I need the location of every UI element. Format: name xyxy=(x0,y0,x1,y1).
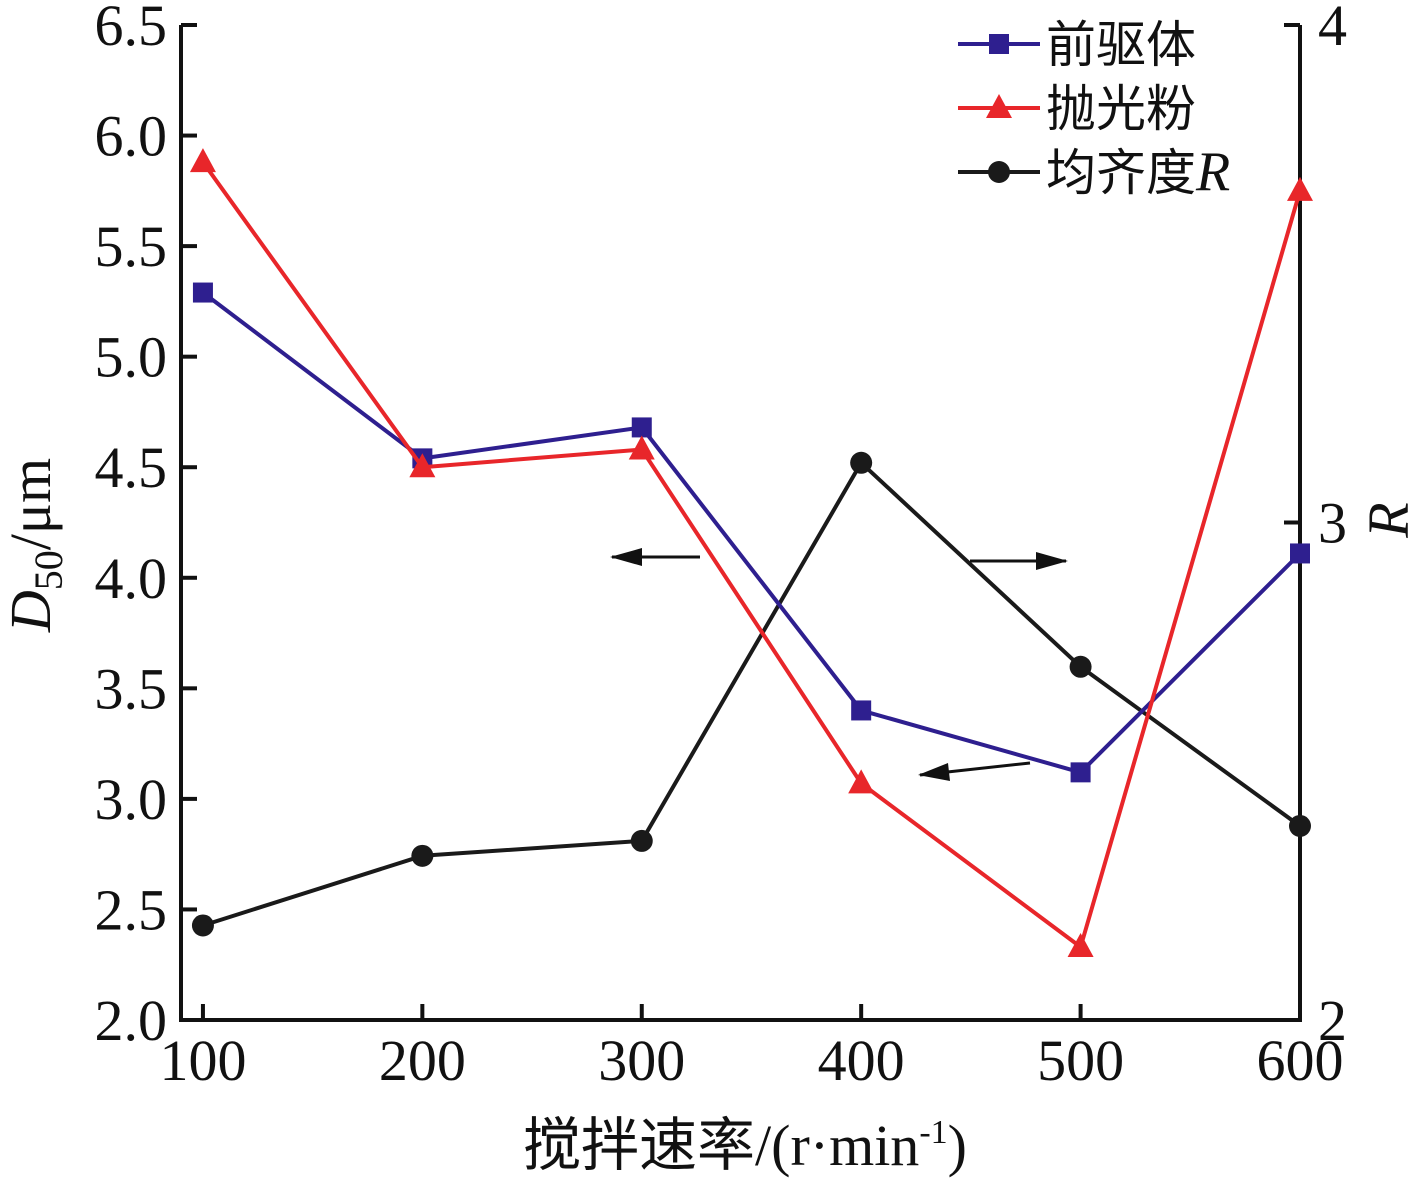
series-point xyxy=(1289,814,1311,837)
y-tick-label: 2.0 xyxy=(95,988,168,1053)
y2-tick-label: 3 xyxy=(1318,491,1347,556)
y-tick-label: 3.0 xyxy=(95,767,168,832)
series-point xyxy=(850,451,873,474)
x-tick-label: 500 xyxy=(1037,1028,1124,1093)
series-point xyxy=(409,453,436,478)
series-line xyxy=(201,160,1302,949)
legend-entry-1: 抛光粉 xyxy=(958,80,1196,138)
x-tick-label: 300 xyxy=(598,1028,685,1093)
legend-swatch-marker xyxy=(989,34,1009,54)
series-line xyxy=(201,290,1302,775)
y-tick-label: 4.5 xyxy=(95,435,168,500)
legend-label-suffix: R xyxy=(1195,141,1230,203)
x-tick-label: 600 xyxy=(1257,1028,1344,1093)
series-point xyxy=(1070,762,1091,783)
legend-swatch-marker xyxy=(988,161,1010,183)
arrow-left-lower-head xyxy=(918,763,950,781)
y-tick-label: 2.5 xyxy=(95,877,168,942)
y2-tick-label: 4 xyxy=(1318,0,1347,58)
legend-entry-0: 前驱体 xyxy=(958,16,1196,74)
series-point xyxy=(848,769,875,794)
legend-label: 前驱体 xyxy=(1046,16,1196,74)
series-1 xyxy=(189,148,1313,958)
series-point xyxy=(1290,543,1310,564)
series-line xyxy=(202,460,1302,928)
y2-tick-label: 2 xyxy=(1318,988,1347,1053)
legend-swatch-marker xyxy=(986,94,1012,118)
legend-label: 抛光粉 xyxy=(1046,80,1196,138)
x-tick-label: 400 xyxy=(818,1028,905,1093)
x-axis-title-main: 搅拌速率/(r·min xyxy=(523,1113,919,1178)
series-point xyxy=(630,829,653,852)
x-axis-title-sup: -1 xyxy=(919,1114,947,1151)
y-axis-title-sub: 50 xyxy=(26,550,71,590)
series-point xyxy=(628,435,655,460)
series-point xyxy=(1287,176,1313,201)
y-axis-title: D50/μm xyxy=(0,458,71,633)
y-tick-label: 5.0 xyxy=(95,325,168,390)
series-point xyxy=(1069,655,1092,678)
x-tick-label: 200 xyxy=(379,1028,466,1093)
series-point xyxy=(189,148,216,173)
y-tick-label: 4.0 xyxy=(95,546,168,611)
y-tick-label: 5.5 xyxy=(95,214,168,279)
series-0 xyxy=(192,282,1310,783)
series-point xyxy=(411,844,434,867)
y-tick-label: 3.5 xyxy=(95,656,168,721)
series-layer xyxy=(189,148,1313,958)
series-point xyxy=(1067,933,1094,958)
x-tick-label: 100 xyxy=(159,1028,246,1093)
y-axis-title-main: D xyxy=(0,590,63,633)
y2-axis-title: R xyxy=(1356,502,1417,538)
series-point xyxy=(191,914,214,937)
legend-label: 均齐度R xyxy=(1046,141,1230,203)
y-tick-label: 6.5 xyxy=(95,0,168,58)
series-point xyxy=(851,700,872,721)
series-2 xyxy=(191,451,1311,937)
ticks xyxy=(181,23,1302,1022)
y-tick-label: 6.0 xyxy=(95,104,168,169)
series-point xyxy=(631,417,652,438)
series-point xyxy=(192,282,213,303)
legend-label-name: 抛光粉 xyxy=(1046,80,1196,138)
legend-entry-2: 均齐度R xyxy=(958,141,1230,203)
legend-label-name: 均齐度 xyxy=(1046,144,1196,202)
legend-label-name: 前驱体 xyxy=(1046,16,1196,74)
arrow-right-head xyxy=(1036,552,1068,570)
x-axis-title: 搅拌速率/(r·min-1) xyxy=(523,1113,967,1178)
tick-labels: 2.0 2.5 3.0 3.5 4.0 4.5 5.0 5.5 6.0 6.5 2 3 4 100 200 3… xyxy=(95,0,1348,1093)
arrow-left-upper-head xyxy=(610,548,642,566)
y-axis-title-unit: /μm xyxy=(0,458,63,550)
x-axis-title-end: ) xyxy=(948,1113,967,1178)
annotation-arrows xyxy=(610,548,1068,781)
